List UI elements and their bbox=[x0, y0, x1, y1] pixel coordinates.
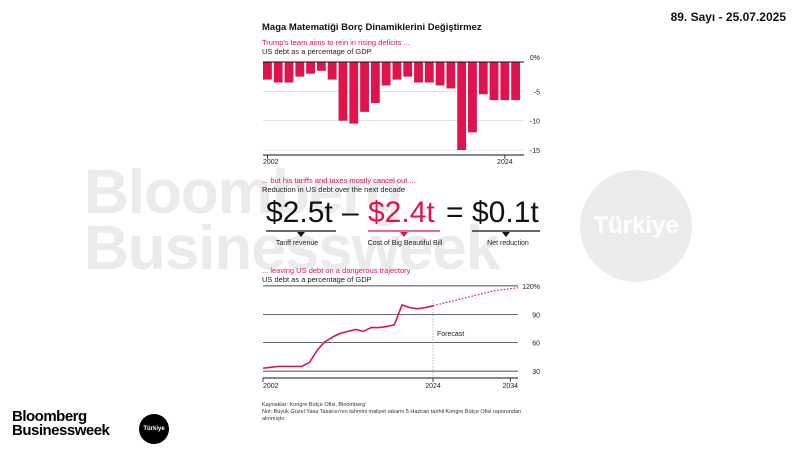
logo-line1: Bloomberg bbox=[12, 408, 87, 425]
net-reduction-value: $0.1t bbox=[472, 196, 539, 229]
equation-pointer bbox=[297, 232, 305, 237]
bar-y-tick-label: -15 bbox=[530, 148, 540, 155]
debt-line-chart: 120% 90 60 30 Forecast 2002 2024 2034 bbox=[262, 284, 540, 390]
issue-label: 89. Sayı - 25.07.2025 bbox=[670, 10, 786, 24]
deficit-bar bbox=[424, 62, 434, 83]
watermark-logo: Bloomberg Businessweek bbox=[84, 158, 500, 283]
line-x-tick-label: 2034 bbox=[502, 383, 518, 390]
footnote-sources: Kaynaklar: Kongre Bütçe Ofisi, Bloomberg bbox=[262, 402, 366, 408]
deficit-bar bbox=[273, 62, 283, 83]
deficit-bar-chart: 0% -5 -10 -15 2002 2024 bbox=[263, 55, 540, 166]
forecast-series-line bbox=[432, 287, 519, 307]
deficit-bar bbox=[414, 62, 423, 83]
equation-pointer bbox=[400, 232, 408, 237]
deficit-bar bbox=[468, 62, 477, 133]
deficit-bar bbox=[263, 62, 272, 80]
bar-y-tick-label: -5 bbox=[534, 89, 540, 96]
turkiye-badge: Türkiye bbox=[139, 414, 169, 444]
deficit-bar bbox=[327, 62, 337, 80]
chart3-subtitle-red: ... leaving US debt on a dangerous traje… bbox=[262, 266, 411, 275]
equals-operator: = bbox=[446, 196, 464, 229]
deficit-bar bbox=[306, 62, 316, 74]
line-y-tick-label: 30 bbox=[532, 369, 540, 376]
bar-x-tick-label: 2024 bbox=[497, 159, 513, 166]
bar-y-tick-label: -10 bbox=[530, 119, 540, 126]
watermark-line1: Bloomberg bbox=[84, 158, 403, 227]
deficit-bar bbox=[435, 62, 445, 86]
deficit-bar bbox=[511, 62, 521, 101]
tariff-revenue-label: Tariff revenue bbox=[275, 240, 319, 247]
chart3-subtitle: US debt as a percentage of GDP bbox=[262, 275, 372, 284]
deficit-bar bbox=[284, 62, 294, 83]
deficit-bar bbox=[338, 62, 348, 121]
bloomberg-businessweek-logo: Bloomberg Businessweek bbox=[12, 408, 110, 439]
deficit-bar bbox=[349, 62, 359, 124]
tariff-revenue-value: $2.5t bbox=[266, 196, 333, 229]
bill-cost-value: $2.4t bbox=[368, 196, 435, 229]
infographic-title: Maga Matematiği Borç Dinamiklerini Değiş… bbox=[262, 22, 482, 33]
deficit-bar bbox=[446, 62, 456, 89]
historical-series-line bbox=[262, 304, 434, 370]
deficit-bar bbox=[392, 62, 402, 80]
equation-pointer bbox=[502, 232, 510, 237]
deficit-bar bbox=[403, 62, 413, 77]
watermark-line2: Businessweek bbox=[84, 214, 500, 283]
deficit-bar bbox=[360, 62, 369, 112]
deficit-bar bbox=[370, 62, 380, 104]
line-y-tick-label: 120% bbox=[522, 284, 540, 291]
chart1-subtitle: US debt as a percentage of GDP bbox=[262, 47, 372, 56]
net-reduction-label: Net reduction bbox=[487, 240, 529, 247]
deficit-bar bbox=[489, 62, 499, 101]
deficit-bar bbox=[500, 62, 510, 101]
bar-x-tick-label: 2002 bbox=[263, 159, 279, 166]
line-x-tick-label: 2024 bbox=[425, 383, 441, 390]
bill-cost-label: Cost of Big Beautiful Bill bbox=[367, 240, 443, 247]
equation-pointers bbox=[266, 230, 540, 237]
deficit-bar bbox=[316, 62, 326, 71]
deficit-bar bbox=[478, 62, 488, 95]
chart1-subtitle-red: Trump's team aims to rein in rising defi… bbox=[262, 38, 410, 47]
deficit-bar bbox=[457, 62, 467, 150]
line-y-tick-label: 90 bbox=[532, 312, 540, 319]
watermark-badge: Türkiye bbox=[580, 170, 692, 282]
forecast-annotation: Forecast bbox=[437, 331, 464, 338]
chart2-subtitle-red: ... but his tariffs and taxes mostly can… bbox=[262, 176, 416, 185]
chart2-subtitle: Reduction in US debt over the next decad… bbox=[262, 185, 406, 194]
line-y-tick-label: 60 bbox=[532, 341, 540, 348]
line-x-tick-label: 2002 bbox=[263, 383, 279, 390]
bar-y-tick-label: 0% bbox=[530, 55, 540, 62]
deficit-bar bbox=[381, 62, 391, 86]
deficit-bar bbox=[295, 62, 305, 77]
footnote-note-line1: Not: Büyük Güzel Yasa Tasarısı'nın tahmi… bbox=[262, 409, 522, 415]
watermark-badge-text: Türkiye bbox=[593, 212, 679, 239]
minus-operator: – bbox=[342, 196, 359, 229]
logo-line2: Businessweek bbox=[12, 422, 110, 439]
footnote-note-line2: alınmıştır bbox=[262, 416, 285, 422]
